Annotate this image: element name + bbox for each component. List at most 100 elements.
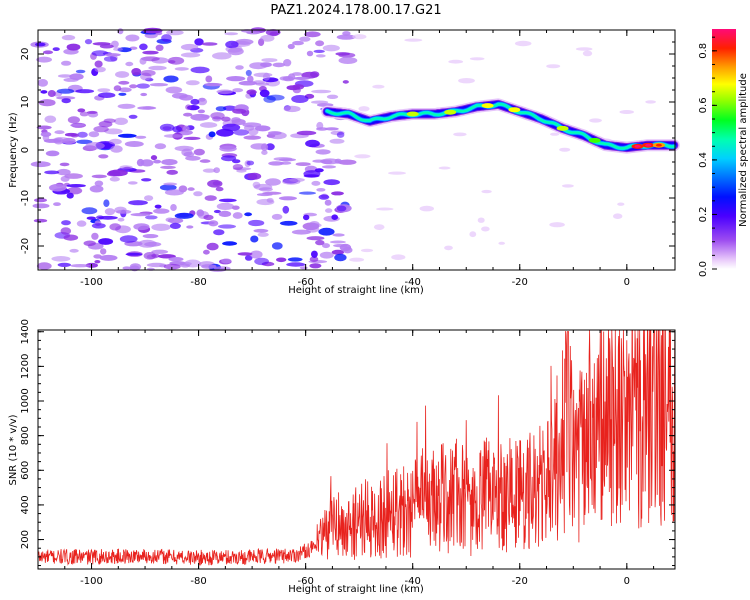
heatmap-cell	[140, 92, 148, 97]
heatmap-cell	[63, 234, 79, 241]
heatmap-cell	[248, 219, 265, 227]
heatmap-cell	[140, 69, 156, 77]
heatmap-cell	[202, 168, 216, 173]
heatmap-cell	[103, 199, 110, 207]
heatmap-cell	[103, 56, 118, 62]
heatmap-cell	[32, 203, 50, 209]
heatmap-cell	[271, 242, 283, 250]
heatmap-cell	[174, 67, 189, 71]
heatmap-cell	[61, 220, 71, 226]
spectrogram-ytick-label: -10	[20, 190, 31, 206]
spectrogram-xtick-label: -20	[512, 277, 528, 288]
heatmap-cell	[154, 204, 162, 209]
heatmap-cell	[222, 123, 241, 132]
heatmap-cell	[336, 131, 345, 138]
heatmap-cell	[70, 264, 90, 268]
heatmap-cell	[444, 245, 453, 251]
heatmap-cell	[104, 128, 123, 135]
heatmap-cell	[246, 160, 255, 166]
heatmap-cell	[124, 141, 144, 147]
heatmap-cell	[42, 50, 54, 55]
heatmap-cell	[109, 223, 121, 231]
heatmap-cell	[279, 220, 298, 226]
heatmap-cell	[306, 50, 314, 57]
snr-xtick-label: -20	[512, 576, 528, 587]
heatmap-cell	[113, 47, 123, 52]
heatmap-cell	[34, 198, 47, 203]
heatmap-cell	[201, 264, 217, 269]
heatmap-cell	[57, 262, 71, 267]
heatmap-cell	[180, 52, 201, 58]
heatmap-cell	[404, 38, 423, 42]
heatmap-cell	[118, 92, 127, 96]
heatmap-cell	[85, 142, 105, 150]
heatmap-cell	[315, 149, 331, 155]
heatmap-cell	[125, 34, 140, 42]
heatmap-cell	[292, 84, 305, 90]
heatmap-cell	[287, 43, 295, 50]
heatmap-cell	[223, 105, 237, 111]
heatmap-cell	[438, 166, 451, 170]
heatmap-cell	[172, 126, 183, 133]
heatmap-cell	[388, 171, 406, 175]
heatmap-cell	[256, 193, 273, 197]
heatmap-cell	[256, 198, 275, 206]
heatmap-cell	[265, 143, 275, 151]
heatmap-cell	[221, 155, 237, 162]
heatmap-cell	[186, 225, 194, 229]
heatmap-cell	[145, 215, 158, 220]
heatmap-cell	[336, 205, 347, 212]
heatmap-cell	[159, 184, 177, 191]
heatmap-cell	[305, 139, 320, 148]
heatmap-cell	[326, 94, 339, 100]
heatmap-cell	[166, 29, 184, 36]
heatmap-cell	[36, 262, 52, 270]
heatmap-cell	[62, 137, 76, 145]
heatmap-cell	[299, 266, 308, 270]
heatmap-cell	[272, 62, 286, 68]
heatmap-cell	[142, 234, 159, 239]
heatmap-cell	[98, 120, 113, 128]
heatmap-cell	[212, 52, 232, 60]
spectrogram-heatmap	[30, 27, 680, 272]
heatmap-cell	[549, 222, 565, 228]
heatmap-cell	[35, 42, 46, 47]
heatmap-cell	[303, 214, 310, 221]
spectrogram-ytick-label: 20	[20, 48, 31, 61]
heatmap-cell	[279, 158, 296, 162]
heatmap-cell	[342, 246, 353, 254]
heatmap-cell	[260, 143, 269, 152]
heatmap-cell	[324, 199, 332, 206]
heatmap-cell	[69, 248, 79, 253]
heatmap-cell	[94, 66, 106, 73]
heatmap-cell	[550, 132, 560, 136]
heatmap-cell	[44, 170, 60, 175]
heatmap-cell	[313, 49, 325, 54]
snr-xtick-label: 0	[624, 576, 630, 587]
heatmap-cell	[148, 65, 167, 71]
heatmap-cell	[49, 183, 67, 192]
heatmap-cell	[122, 266, 131, 270]
heatmap-cell	[174, 212, 194, 219]
heatmap-cell	[250, 235, 259, 243]
heatmap-cell	[289, 177, 305, 182]
heatmap-cell	[142, 50, 159, 55]
heatmap-cell	[373, 224, 385, 231]
heatmap-cell	[118, 87, 132, 93]
heatmap-cell	[215, 186, 224, 192]
heatmap-cell	[216, 89, 233, 95]
heatmap-cell	[222, 241, 238, 246]
heatmap-cell	[249, 62, 268, 70]
heatmap-cell	[218, 210, 232, 217]
heatmap-cell	[286, 262, 306, 267]
snr-xtick-label: -40	[405, 576, 421, 587]
heatmap-cell	[312, 159, 326, 163]
heatmap-cell	[149, 83, 168, 87]
heatmap-cell	[133, 223, 150, 231]
heatmap-cell	[136, 158, 145, 167]
spectrogram-xtick-label: -40	[405, 277, 421, 288]
heatmap-cell	[498, 241, 506, 245]
heatmap-cell	[329, 138, 345, 144]
heatmap-cell	[419, 205, 434, 212]
